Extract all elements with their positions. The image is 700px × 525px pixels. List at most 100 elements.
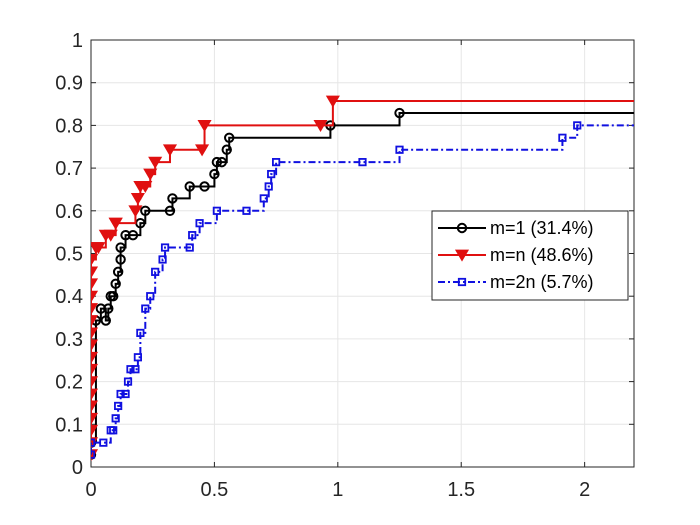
data-point	[115, 242, 126, 253]
data-point	[91, 327, 99, 340]
y-tick-label: 0.6	[55, 201, 83, 223]
data-point	[91, 303, 99, 316]
data-point	[199, 181, 210, 192]
data-point	[573, 121, 582, 130]
legend-item: m=1 (31.4%)	[438, 218, 594, 238]
data-point	[242, 206, 251, 215]
data-point	[91, 266, 99, 279]
data-point	[558, 133, 567, 142]
data-point	[114, 401, 123, 411]
data-point	[110, 278, 121, 290]
legend-item: m=2n (5.7%)	[438, 272, 594, 292]
data-point	[267, 169, 276, 179]
data-point	[111, 414, 120, 423]
data-point	[131, 365, 140, 374]
data-point	[91, 363, 99, 376]
legend-label: m=n (48.6%)	[490, 245, 594, 265]
y-tick-label: 0.5	[55, 244, 83, 266]
data-point	[160, 243, 170, 252]
data-point	[100, 315, 112, 326]
data-point	[115, 254, 126, 265]
data-point	[116, 389, 125, 399]
data-point	[313, 119, 328, 132]
data-point	[109, 426, 118, 435]
data-point	[108, 217, 123, 230]
y-tick-label: 0.2	[55, 372, 83, 394]
data-point	[185, 243, 194, 252]
data-point	[91, 339, 99, 352]
data-point	[395, 145, 404, 154]
data-point	[91, 351, 99, 364]
data-point	[127, 229, 139, 241]
legend: m=1 (31.4%) m=n (48.6%) m=2n (5.7%)	[431, 210, 629, 301]
data-point	[195, 219, 204, 228]
axes: 0 0.5 1 1.5 2 0 0.1 0.2 0.3 0.4 0.5 0.6 0.7 0.8 0.9 1	[55, 30, 635, 501]
data-point	[394, 107, 405, 119]
x-tick-label: 2	[579, 479, 590, 501]
data-point	[133, 353, 142, 362]
data-point	[91, 290, 99, 303]
x-tick-label: 1.5	[447, 479, 475, 501]
data-point	[148, 156, 163, 169]
data-point	[184, 181, 195, 192]
data-point	[195, 144, 210, 157]
legend-item: m=n (48.6%)	[438, 245, 594, 265]
data-point	[123, 377, 133, 386]
data-point	[358, 158, 367, 167]
series-3	[91, 121, 634, 459]
data-point	[112, 266, 124, 278]
legend-label: m=2n (5.7%)	[490, 272, 594, 292]
y-tick-label: 0.3	[55, 329, 83, 351]
data-point	[211, 156, 223, 168]
data-point	[130, 193, 145, 206]
series-2	[91, 95, 634, 462]
legend-label: m=1 (31.4%)	[490, 218, 594, 238]
data-point	[164, 205, 176, 217]
data-point	[91, 376, 99, 389]
data-point	[91, 388, 99, 401]
data-point	[99, 438, 108, 447]
data-point	[103, 229, 118, 242]
legend-marker	[454, 249, 470, 262]
y-tick-label: 0.4	[55, 286, 83, 308]
data-point	[128, 205, 143, 218]
y-tick-label: 0.1	[55, 414, 83, 436]
data-point	[224, 132, 235, 143]
data-point	[146, 292, 155, 301]
data-point	[216, 156, 228, 168]
data-point	[136, 328, 145, 338]
data-point	[167, 193, 178, 204]
data-point	[264, 182, 273, 191]
data-point	[151, 267, 160, 276]
data-point	[121, 389, 130, 399]
data-point	[91, 242, 106, 255]
data-point	[188, 231, 197, 240]
data-point	[91, 412, 99, 425]
data-point	[138, 181, 153, 194]
data-point	[91, 400, 99, 413]
data-point	[212, 206, 221, 215]
legend-marker	[457, 277, 467, 287]
data-point	[221, 144, 232, 155]
data-point	[162, 144, 178, 157]
data-point	[158, 255, 167, 264]
legend-marker	[456, 222, 468, 234]
data-point	[91, 315, 99, 328]
x-tick-label: 1	[332, 479, 343, 501]
x-tick-label: 0	[85, 479, 96, 501]
series-group	[91, 95, 634, 462]
data-point	[91, 278, 99, 291]
data-point	[141, 304, 150, 313]
data-point	[103, 303, 114, 314]
data-point	[91, 424, 99, 437]
y-tick-label: 0	[72, 457, 83, 479]
data-point	[126, 365, 135, 374]
y-tick-label: 0.8	[55, 115, 83, 137]
data-point	[259, 194, 268, 203]
data-point	[325, 95, 340, 108]
data-point	[197, 119, 212, 132]
y-tick-label: 0.9	[55, 73, 83, 95]
data-point	[209, 168, 220, 180]
data-point	[272, 158, 281, 167]
